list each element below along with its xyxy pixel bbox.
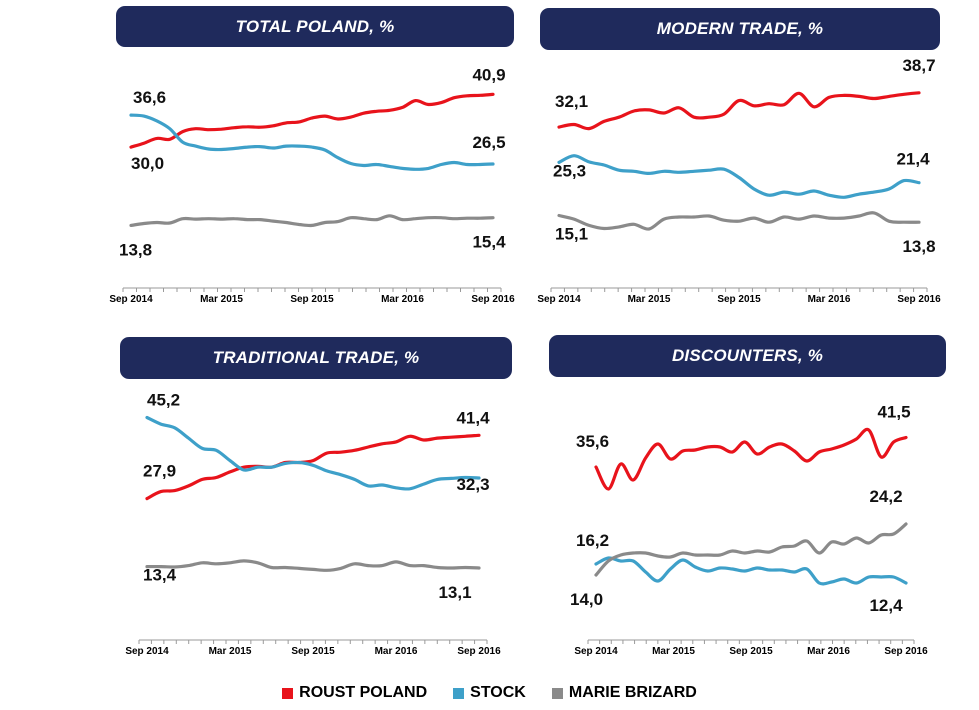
x-tick-label: Mar 2016 [381, 294, 424, 305]
legend-item-marie: MARIE BRIZARD [551, 684, 697, 702]
data-label-roust: 30,0 [131, 154, 164, 173]
data-label-roust: 27,9 [143, 462, 176, 481]
series-line-marie [557, 211, 921, 231]
legend-swatch-roust [282, 687, 294, 699]
x-tick-label: Sep 2015 [290, 294, 334, 305]
chart-title-traditional-trade: TRADITIONAL TRADE, % [120, 337, 512, 379]
data-label-roust: 41,4 [456, 408, 490, 427]
legend-swatch-stock [453, 687, 465, 699]
data-label-stock: 32,3 [456, 475, 489, 494]
chart-title-modern-trade: MODERN TRADE, % [540, 8, 940, 50]
series-line-stock [129, 113, 495, 171]
x-tick-label: Sep 2014 [574, 646, 618, 657]
data-label-marie: 14,0 [570, 590, 603, 609]
chart-title-discounters: DISCOUNTERS, % [549, 335, 946, 377]
data-label-stock: 36,6 [133, 88, 166, 107]
legend-label-stock: STOCK [470, 684, 526, 701]
data-label-marie: 15,1 [555, 224, 588, 243]
series-line-marie [145, 559, 481, 572]
data-label-stock: 26,5 [472, 133, 505, 152]
series-line-roust [145, 433, 481, 501]
x-tick-label: Sep 2015 [291, 646, 335, 657]
x-tick-label: Sep 2016 [471, 294, 515, 305]
data-label-roust: 32,1 [555, 92, 588, 111]
x-tick-label: Mar 2015 [628, 294, 671, 305]
x-tick-label: Sep 2015 [717, 294, 761, 305]
x-tick-label: Mar 2016 [807, 646, 850, 657]
series-line-marie [594, 522, 908, 577]
data-label-roust: 41,5 [877, 403, 910, 422]
legend-swatch-marie [551, 687, 563, 699]
x-tick-label: Sep 2014 [109, 294, 153, 305]
x-tick-label: Sep 2015 [729, 646, 773, 657]
data-label-marie: 13,8 [119, 240, 152, 259]
data-label-marie: 13,1 [438, 583, 471, 602]
x-tick-label: Sep 2016 [897, 294, 941, 305]
x-tick-label: Sep 2016 [457, 646, 501, 657]
x-tick-label: Mar 2016 [808, 294, 851, 305]
chart-legend: ROUST POLAND STOCK MARIE BRIZARD [0, 684, 979, 702]
x-tick-label: Mar 2015 [209, 646, 252, 657]
x-tick-label: Sep 2014 [537, 294, 581, 305]
data-label-marie: 24,2 [869, 487, 902, 506]
legend-item-stock: STOCK [453, 684, 526, 702]
series-line-marie [129, 214, 495, 228]
series-line-stock [557, 154, 921, 199]
legend-label-marie: MARIE BRIZARD [568, 684, 697, 701]
series-line-stock [145, 415, 481, 491]
x-tick-label: Mar 2015 [200, 294, 243, 305]
series-line-roust [557, 91, 921, 131]
data-label-stock: 45,2 [147, 391, 180, 410]
series-line-roust [129, 92, 495, 149]
x-tick-label: Sep 2014 [125, 646, 169, 657]
data-label-roust: 35,6 [576, 432, 609, 451]
x-tick-label: Mar 2015 [652, 646, 695, 657]
series-line-stock [594, 556, 908, 586]
data-label-stock: 25,3 [553, 161, 586, 180]
data-label-roust: 38,7 [902, 56, 935, 75]
x-tick-label: Mar 2016 [375, 646, 418, 657]
x-tick-label: Sep 2016 [884, 646, 928, 657]
data-label-stock: 21,4 [896, 150, 930, 169]
data-label-marie: 13,4 [143, 566, 177, 585]
series-line-roust [594, 427, 908, 491]
data-label-roust: 40,9 [472, 65, 505, 84]
chart-title-total-poland: TOTAL POLAND, % [116, 6, 514, 47]
data-label-stock: 16,2 [576, 531, 609, 550]
data-label-marie: 13,8 [902, 237, 935, 256]
legend-label-roust: ROUST POLAND [299, 684, 428, 701]
legend-item-roust: ROUST POLAND [282, 684, 427, 702]
data-label-stock: 12,4 [869, 596, 903, 615]
data-label-marie: 15,4 [472, 233, 506, 252]
